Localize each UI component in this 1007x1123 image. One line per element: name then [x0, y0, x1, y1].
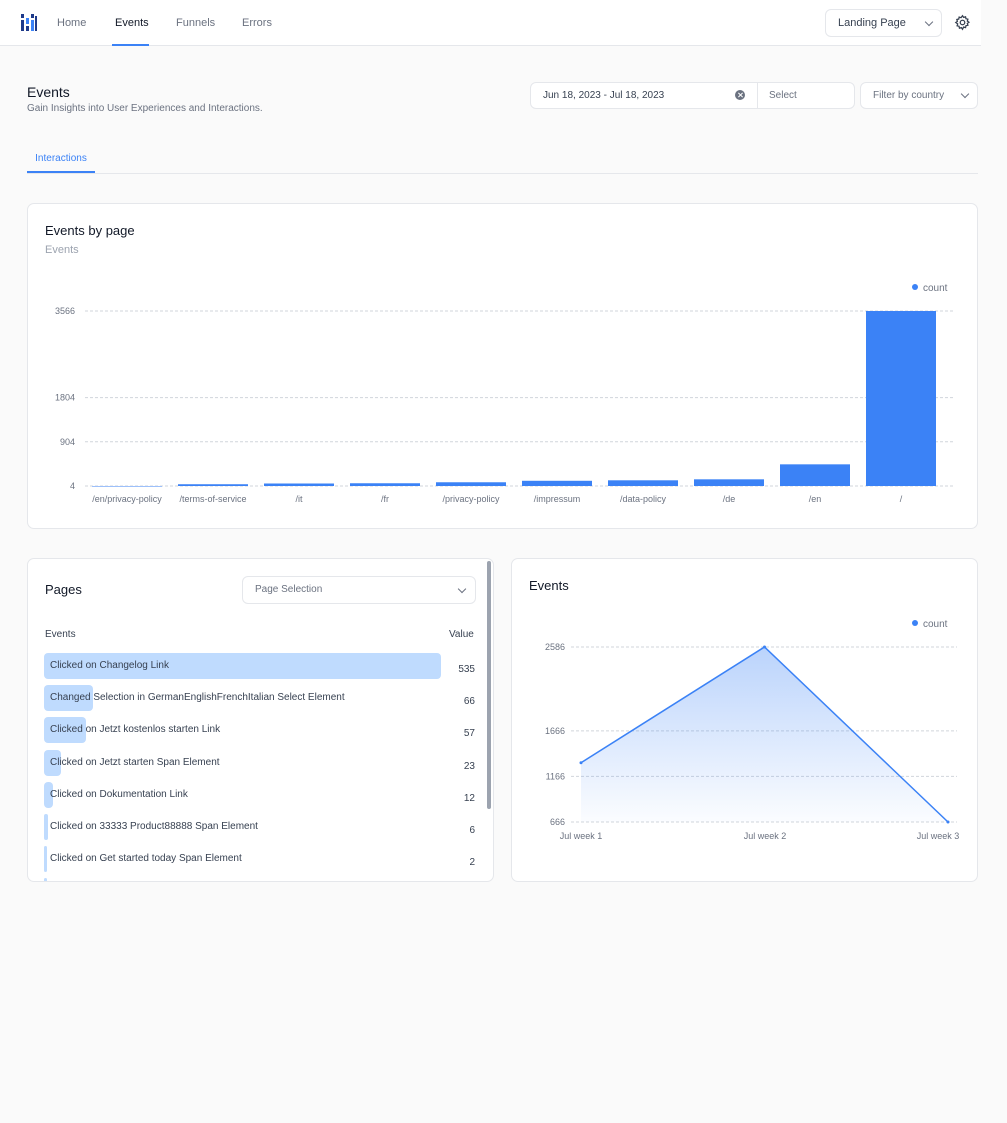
bar-x-tick-label: /en/privacy-policy	[92, 494, 162, 504]
nav-events[interactable]: Events	[115, 17, 149, 29]
list-item-bar	[44, 878, 47, 881]
nav-home[interactable]: Home	[57, 17, 87, 29]
list-item-value: 57	[463, 728, 475, 740]
list-item[interactable]: Clicked on Get started today Span Elemen…	[44, 846, 475, 873]
bar[interactable]	[522, 480, 592, 486]
events-timeline-title: Events	[529, 578, 569, 593]
list-item-bar	[44, 814, 49, 840]
bar-x-tick-label: /en	[809, 494, 822, 504]
list-item-value: 66	[463, 696, 475, 708]
country-filter-select[interactable]: Filter by country	[860, 82, 978, 109]
bar[interactable]	[350, 483, 420, 486]
list-item-bar	[44, 685, 93, 712]
pages-title: Pages	[45, 582, 82, 597]
pages-card	[27, 558, 494, 882]
page-title: Events	[27, 84, 70, 100]
legend-dot	[912, 620, 918, 627]
top-navbar: Home Events Funnels Errors Landing Page	[0, 0, 981, 46]
page-selection-placeholder: Page Selection	[255, 584, 323, 595]
gear-icon[interactable]	[954, 14, 971, 31]
app-logo-icon[interactable]	[21, 14, 37, 31]
bar[interactable]	[780, 464, 850, 486]
list-item-value: 6	[469, 825, 475, 836]
date-range-value: Jun 18, 2023 - Jul 18, 2023	[543, 90, 665, 101]
bar-y-tick-label: 1804	[55, 393, 75, 403]
events-timeline-card	[511, 558, 978, 882]
list-item-value: 535	[458, 664, 475, 675]
pages-scrollbar[interactable]	[487, 561, 491, 809]
legend-dot	[912, 284, 918, 291]
page-subtitle: Gain Insights into User Experiences and …	[27, 103, 263, 114]
chevron-down-icon	[457, 584, 467, 594]
bar-x-tick-label: /data-policy	[620, 494, 667, 504]
clear-date-icon[interactable]	[735, 90, 745, 100]
bar[interactable]	[436, 482, 506, 486]
events-by-page-title: Events by page	[45, 223, 135, 238]
list-item-label: Clicked on Jetzt starten Span Element	[50, 756, 220, 768]
tab-interactions[interactable]: Interactions	[27, 148, 95, 173]
list-item-label: Clicked on Jetzt kostenlos starten Link	[50, 724, 221, 736]
date-preset-placeholder: Select	[769, 90, 797, 101]
tab-divider	[27, 173, 978, 174]
bar[interactable]	[608, 480, 678, 486]
list-item-bar	[44, 653, 441, 679]
bar-y-tick-label: 3566	[55, 306, 75, 316]
legend-label: count	[923, 619, 948, 630]
area-chart-legend: count	[912, 619, 947, 630]
list-item[interactable]: Clicked on 33333 Product88888 Span Eleme…	[44, 814, 475, 840]
list-item[interactable]: Clicked on Dokumentation Link 12	[44, 781, 475, 808]
list-item[interactable]: Clicked on Jetzt starten Span Element 23	[44, 749, 475, 776]
bar-x-tick-label: /	[900, 494, 903, 504]
bar[interactable]	[866, 311, 936, 486]
bar-x-tick-label: /terms-of-service	[179, 494, 246, 504]
bar[interactable]	[694, 479, 764, 486]
list-item[interactable]: Clicked on Jetzt kostenlos starten Link 5…	[44, 717, 475, 744]
list-item[interactable]: Changed Selection in GermanEnglishFrench…	[44, 685, 475, 712]
col-header-events: Events	[45, 629, 76, 640]
col-header-value: Value	[449, 629, 474, 640]
list-item-value: 12	[463, 792, 475, 804]
list-item-value: 23	[463, 760, 475, 772]
nav-active-indicator	[112, 44, 149, 46]
list-item-label: Clicked on Dokumentation Link	[50, 788, 188, 800]
country-filter-placeholder: Filter by country	[873, 90, 945, 101]
bar-x-tick-label: /fr	[381, 494, 389, 504]
bar-y-tick-label: 4	[70, 481, 75, 491]
landing-page-select[interactable]: Landing Page	[825, 9, 942, 37]
list-item-bar	[44, 846, 47, 873]
list-item-bar	[44, 749, 62, 776]
list-item[interactable]: 1	[44, 878, 475, 881]
date-range-picker[interactable]: Jun 18, 2023 - Jul 18, 2023	[530, 82, 758, 109]
list-item-value: 2	[469, 857, 475, 869]
nav-funnels[interactable]: Funnels	[176, 17, 216, 29]
list-item-bar	[44, 781, 53, 808]
list-item-label: Clicked on Get started today Span Elemen…	[50, 853, 242, 865]
bar-x-tick-label: /privacy-policy	[442, 494, 500, 504]
list-item-label: Clicked on Changelog Link	[50, 660, 169, 671]
list-item[interactable]: Clicked on Changelog Link 535	[44, 653, 475, 679]
bar[interactable]	[92, 486, 162, 487]
list-item-label: Clicked on 33333 Product88888 Span Eleme…	[50, 821, 258, 832]
pages-list[interactable]: Clicked on Changelog Link 535 Changed Sele…	[27, 647, 493, 881]
legend-label: count	[923, 283, 948, 294]
page-selection-select[interactable]: Page Selection	[242, 576, 476, 604]
landing-page-select-value: Landing Page	[838, 17, 906, 29]
list-item-bar	[44, 717, 87, 744]
bar-chart-legend: count	[912, 283, 947, 294]
events-by-page-subtitle: Events	[45, 244, 79, 256]
bar-x-tick-label: /it	[295, 494, 303, 504]
nav-errors[interactable]: Errors	[242, 17, 272, 29]
bar-x-tick-label: /de	[723, 494, 736, 504]
bar-y-tick-label: 904	[60, 437, 75, 447]
list-item-label: Changed Selection in GermanEnglishFrench…	[50, 692, 345, 704]
bar[interactable]	[178, 484, 248, 486]
bar[interactable]	[264, 483, 334, 486]
date-preset-select[interactable]: Select	[757, 82, 855, 109]
bar-x-tick-label: /impressum	[534, 494, 581, 504]
